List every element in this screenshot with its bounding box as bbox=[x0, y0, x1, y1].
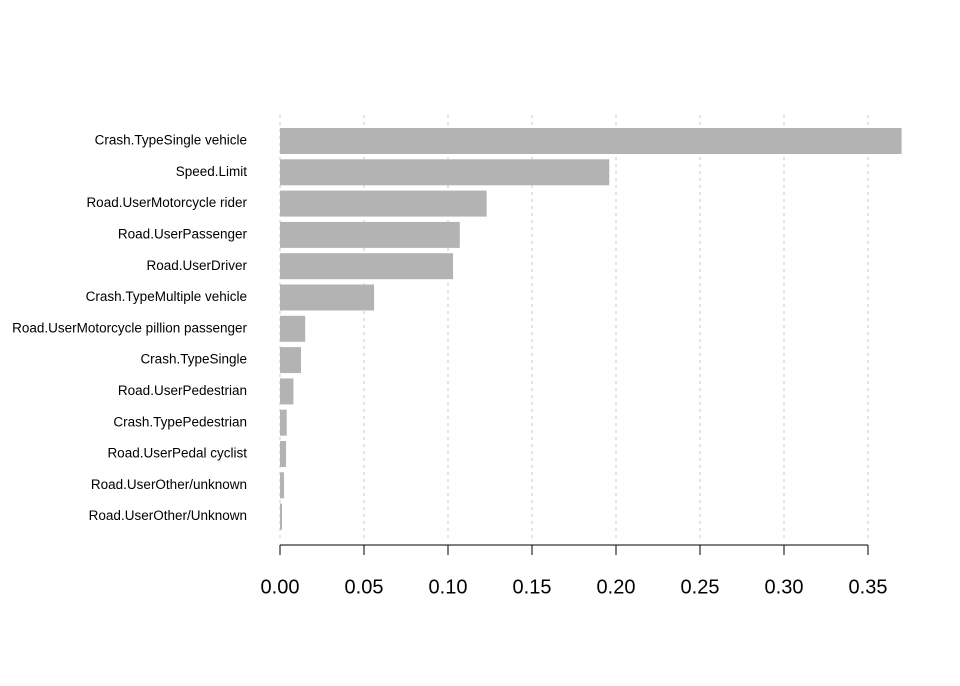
y-tick-label: Crash.TypeSingle bbox=[140, 352, 247, 367]
y-tick-label: Road.UserPassenger bbox=[118, 226, 248, 241]
y-tick-label: Road.UserMotorcycle pillion passenger bbox=[12, 320, 247, 335]
bar bbox=[280, 128, 902, 154]
bar bbox=[280, 190, 487, 217]
x-tick-label: 0.10 bbox=[429, 576, 468, 598]
bar bbox=[280, 253, 454, 280]
y-tick-label: Speed.Limit bbox=[176, 164, 248, 179]
bar bbox=[280, 441, 287, 467]
y-tick-label: Road.UserPedal cyclist bbox=[107, 446, 247, 461]
y-tick-label: Crash.TypePedestrian bbox=[113, 414, 247, 429]
bar bbox=[280, 503, 283, 530]
bar bbox=[280, 347, 301, 374]
x-tick-label: 0.00 bbox=[261, 576, 300, 598]
bar bbox=[280, 159, 610, 186]
y-tick-label: Road.UserPedestrian bbox=[118, 383, 247, 398]
x-tick-label: 0.35 bbox=[849, 576, 888, 598]
x-tick-label: 0.25 bbox=[681, 576, 720, 598]
x-tick-label: 0.15 bbox=[513, 576, 552, 598]
bar bbox=[280, 409, 287, 436]
x-tick-label: 0.30 bbox=[765, 576, 804, 598]
bar bbox=[280, 284, 375, 311]
bar bbox=[280, 378, 294, 405]
y-tick-label: Road.UserOther/Unknown bbox=[89, 508, 247, 523]
y-tick-label: Road.UserDriver bbox=[146, 258, 247, 273]
bar bbox=[280, 315, 306, 342]
y-tick-label: Road.UserOther/unknown bbox=[91, 477, 247, 492]
x-tick-label: 0.20 bbox=[597, 576, 636, 598]
y-tick-label: Road.UserMotorcycle rider bbox=[86, 195, 247, 210]
y-tick-label: Crash.TypeSingle vehicle bbox=[95, 133, 247, 148]
x-tick-label: 0.05 bbox=[345, 576, 384, 598]
bar bbox=[280, 472, 285, 499]
bar bbox=[280, 221, 460, 248]
y-tick-label: Crash.TypeMultiple vehicle bbox=[86, 289, 247, 304]
